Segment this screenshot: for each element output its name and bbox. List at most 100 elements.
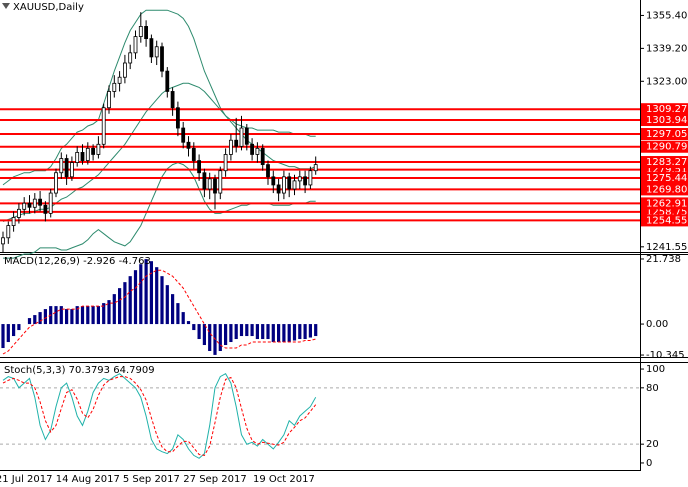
y-tick-label: -10.345 <box>646 350 685 361</box>
macd-bar <box>234 324 238 340</box>
level-label-box <box>641 171 688 184</box>
candle-body <box>128 52 133 64</box>
candle-body <box>22 202 27 210</box>
level-label-box <box>641 197 688 210</box>
candle-body <box>165 70 170 92</box>
candle-body <box>91 147 95 155</box>
macd-bar <box>229 324 233 343</box>
y-tick-label: 20 <box>646 439 659 450</box>
candle-body <box>255 147 260 155</box>
macd-reading: -4.763 <box>119 256 151 267</box>
macd-title: MACD(12,26,9) <box>4 256 80 267</box>
bollinger-band <box>2 9 316 186</box>
y-tick-label: 21.738 <box>646 254 681 265</box>
chart-title: XAUUSD,Daily <box>13 2 84 13</box>
macd-bar <box>250 324 254 337</box>
macd-bar <box>128 276 132 325</box>
candle-body <box>202 172 207 190</box>
x-tick-label: 19 Oct 2017 <box>253 474 315 485</box>
y-tick-label: 0.00 <box>646 319 668 330</box>
macd-bar <box>118 288 122 325</box>
level-label-box <box>641 214 688 227</box>
macd-bar <box>96 306 100 325</box>
y-tick-label: 1339.20 <box>646 43 687 54</box>
macd-bar <box>202 324 206 346</box>
macd-bar <box>277 324 281 343</box>
candle-body <box>281 176 286 194</box>
macd-bar <box>271 324 275 343</box>
candle-body <box>297 176 302 182</box>
macd-bar <box>287 324 291 343</box>
candle-body <box>313 164 318 172</box>
level-label: 1269.80 <box>646 184 687 195</box>
macd-bar <box>160 276 164 325</box>
candle-body <box>59 158 64 174</box>
macd-bar <box>176 303 180 325</box>
macd-bar <box>17 324 21 331</box>
y-tick-label: 100 <box>646 364 665 375</box>
macd-bar <box>266 324 270 340</box>
x-tick-label: 27 Sep 2017 <box>183 474 246 485</box>
y-tick-label: 1241.55 <box>646 242 687 253</box>
candle-body <box>223 154 228 172</box>
macd-bar <box>27 318 32 325</box>
macd-bar <box>54 306 58 325</box>
candle-body <box>250 143 255 155</box>
macd-bar <box>314 324 318 337</box>
macd-bar <box>261 324 265 340</box>
macd-bar <box>38 312 42 325</box>
symbol-icon <box>2 3 10 9</box>
candle-body <box>38 198 42 206</box>
macd-bar <box>59 306 63 325</box>
candle-body <box>266 164 270 178</box>
candle-body <box>160 46 164 72</box>
macd-bar <box>139 264 143 325</box>
candle-body <box>213 178 217 194</box>
candle-body <box>133 36 138 54</box>
level-label: 1258.75 <box>646 207 687 218</box>
level-label: 1309.27 <box>646 104 687 115</box>
candle-body <box>218 170 223 194</box>
macd-bar <box>107 300 111 325</box>
level-label: 1290.79 <box>646 142 687 153</box>
level-label: 1297.05 <box>646 129 687 140</box>
macd-bar <box>292 324 297 341</box>
macd-bar <box>155 267 159 325</box>
macd-bar <box>192 324 196 331</box>
candle-body <box>138 26 143 37</box>
macd-reading: -2.926 <box>83 256 115 267</box>
macd-bar <box>208 324 212 352</box>
level-label: 1303.94 <box>646 115 687 126</box>
level-label: 1283.27 <box>646 157 687 168</box>
level-label: 1262.91 <box>646 198 687 209</box>
candle-body <box>308 170 313 186</box>
candle-body <box>144 26 149 40</box>
candle-body <box>271 176 276 186</box>
macd-bar <box>197 324 201 340</box>
candle-body <box>107 91 111 109</box>
macd-bar <box>149 261 153 325</box>
stoch-reading: 70.3793 <box>69 365 110 376</box>
candle-body <box>175 107 180 129</box>
macd-bar <box>224 324 228 346</box>
macd-bar <box>255 324 259 340</box>
candle-body <box>70 162 74 178</box>
level-label-box <box>641 183 688 196</box>
macd-bar <box>33 315 37 325</box>
candle-body <box>80 152 85 161</box>
macd-bar <box>186 321 191 325</box>
level-label-box <box>641 114 688 127</box>
level-label-box <box>641 156 688 169</box>
candle-body <box>54 172 58 194</box>
macd-header: MACD(12,26,9) -2.926 -4.763 <box>4 256 151 267</box>
candle-body <box>43 204 48 214</box>
stoch-title: Stoch(5,3,3) <box>4 365 66 376</box>
stoch-reading: 64.7909 <box>113 365 154 376</box>
candle-body <box>207 178 212 190</box>
candle-body <box>287 176 292 190</box>
macd-bar <box>12 324 16 337</box>
x-tick-label: 14 Aug 2017 <box>56 474 120 485</box>
x-tick-label: 5 Sep 2017 <box>123 474 180 485</box>
